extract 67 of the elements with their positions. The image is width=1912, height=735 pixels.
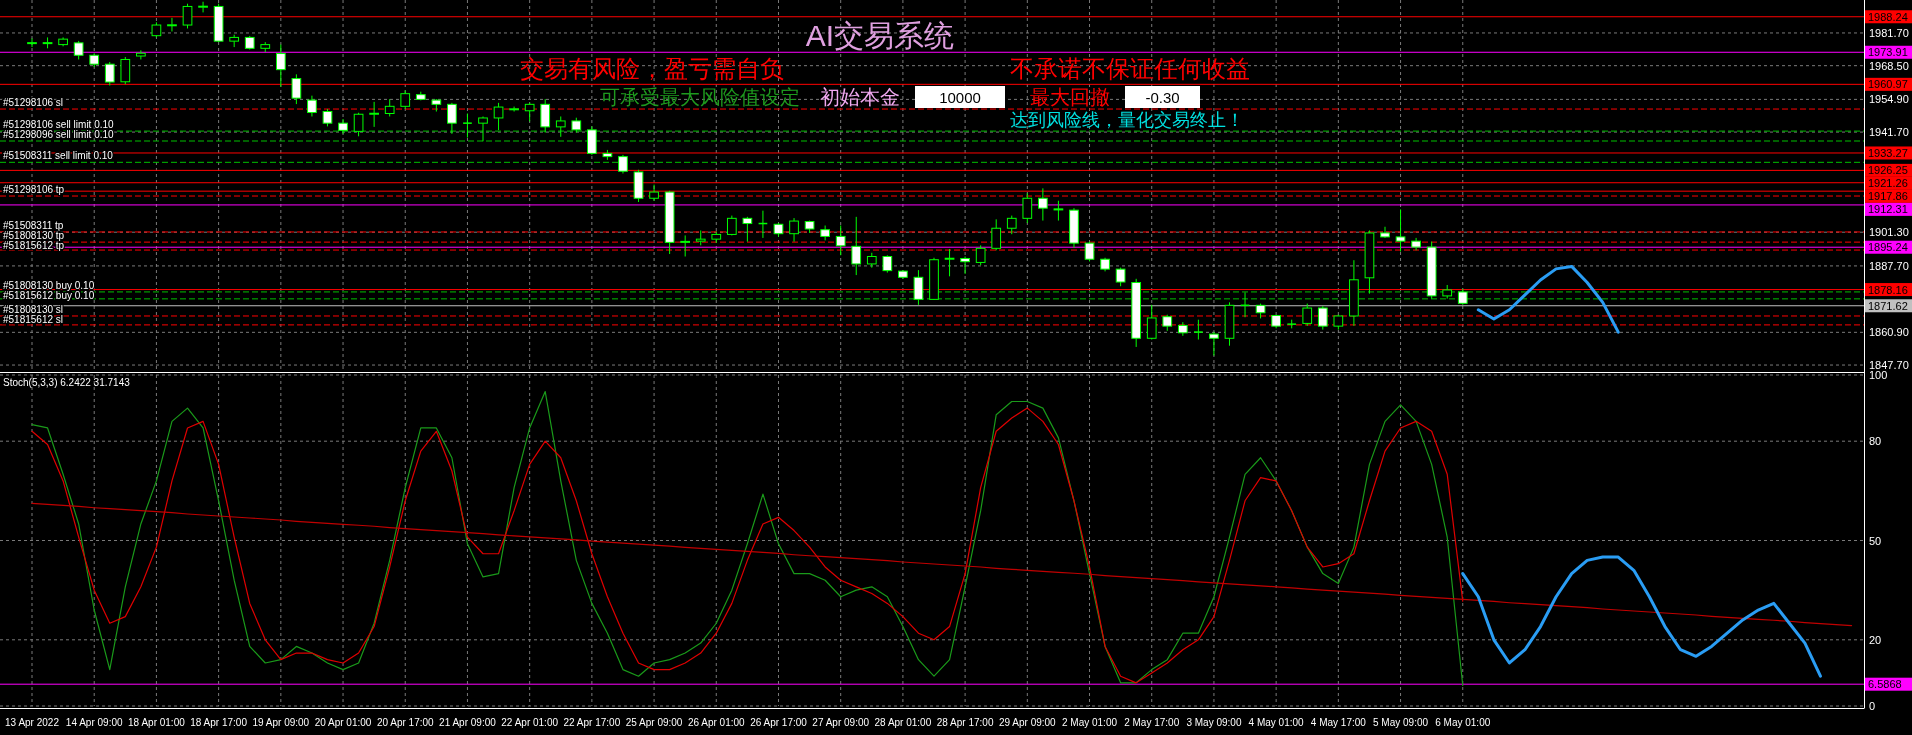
ref-line-label: 1926.25 [1868, 164, 1908, 177]
x-tick-label: 22 Apr 17:00 [563, 716, 621, 728]
x-tick-label: 2 May 17:00 [1124, 716, 1180, 728]
y-tick-label: 20 [1869, 633, 1882, 646]
annotation: 10000 [939, 88, 981, 106]
ref-line-label: #51815612 sl [3, 313, 64, 325]
annotation: 最大回撤 [1030, 86, 1110, 108]
ref-line-label: #51298106 sl [3, 97, 64, 109]
annotation: Stoch(5,3,3) 6.2422 31.7143 [3, 376, 131, 388]
x-tick-label: 21 Apr 09:00 [439, 716, 497, 728]
y-tick-label: 80 [1869, 435, 1882, 448]
y-tick-label: 1941.70 [1869, 126, 1909, 139]
ref-line-label: #51508311 sell limit 0.10 [3, 150, 114, 162]
x-tick-label: 22 Apr 01:00 [501, 716, 559, 728]
x-tick-label: 4 May 17:00 [1310, 716, 1367, 728]
x-tick-label: 28 Apr 01:00 [874, 716, 932, 728]
x-tick-label: 28 Apr 17:00 [936, 716, 994, 728]
x-tick-label: 3 May 09:00 [1186, 716, 1242, 728]
x-tick-label: 27 Apr 09:00 [812, 716, 870, 728]
x-tick-label: 18 Apr 01:00 [128, 716, 186, 728]
annotation: 初始本金 [820, 86, 900, 108]
x-tick-label: 5 May 09:00 [1373, 716, 1429, 728]
y-tick-label: 50 [1869, 534, 1882, 547]
y-tick-label: 0 [1869, 700, 1876, 712]
ref-line-label: 1871.62 [1868, 299, 1908, 312]
annotation: 可承受最大风险值设定 [600, 86, 800, 108]
ref-line-label: 1921.26 [1868, 177, 1908, 190]
x-tick-label: 26 Apr 01:00 [687, 716, 746, 728]
x-tick-label: 29 Apr 09:00 [998, 716, 1057, 728]
x-tick-label: 19 Apr 09:00 [252, 716, 310, 728]
y-tick-label: 1981.70 [1869, 26, 1909, 39]
annotation: 不承诺不保证任何收益 [1010, 54, 1250, 82]
x-tick-label: 2 May 01:00 [1062, 716, 1118, 728]
x-tick-label: 6 May 01:00 [1435, 716, 1491, 728]
y-tick-label: 1901.30 [1869, 226, 1909, 239]
ref-line-label: 1917.86 [1868, 190, 1908, 203]
x-tick-label: 25 Apr 09:00 [625, 716, 683, 728]
x-tick-label: 26 Apr 17:00 [750, 716, 808, 728]
x-tick-label: 14 Apr 09:00 [65, 716, 123, 728]
annotation: 交易有风险，盈亏需自负 [520, 54, 784, 82]
y-tick-label: 1860.90 [1869, 326, 1909, 339]
ref-line-label: #51508311 tp [3, 219, 64, 231]
y-tick-label: 1968.50 [1869, 59, 1909, 72]
y-tick-label: 1847.70 [1869, 359, 1909, 372]
ref-line-label: #51808130 sl [3, 303, 64, 315]
ref-line-label: 1960.97 [1868, 78, 1908, 91]
ref-line-label: 1988.24 [1868, 10, 1908, 23]
ref-line-label: #51298096 sell limit 0.10 [3, 129, 115, 141]
ref-line-label: 1878.16 [1868, 283, 1908, 296]
y-tick-label: 100 [1869, 369, 1888, 381]
ref-line-label: 1933.27 [1868, 146, 1908, 159]
y-tick-label: 1954.90 [1869, 93, 1909, 106]
ref-line-label: 1912.31 [1868, 203, 1908, 216]
ref-line-label: 1973.91 [1868, 46, 1908, 59]
y-tick-label: 1887.70 [1869, 259, 1909, 272]
annotation: 达到风险线，量化交易终止！ [1010, 110, 1244, 130]
x-tick-label: 4 May 01:00 [1248, 716, 1305, 728]
ref-line-label: #51298106 sell limit 0.10 [3, 119, 115, 131]
x-tick-label: 18 Apr 17:00 [190, 716, 248, 728]
text: AI交易系统 [805, 18, 955, 52]
x-tick-label: 13 Apr 2022 [5, 716, 60, 728]
x-tick-label: 20 Apr 17:00 [376, 716, 435, 728]
annotation: -0.30 [1145, 88, 1180, 106]
x-tick-label: 20 Apr 01:00 [314, 716, 372, 728]
ref-line-label: 1895.24 [1868, 241, 1908, 254]
ref-line-label: #51808130 buy 0.10 [3, 279, 95, 291]
ref-line-label: 6.5868 [1868, 678, 1902, 691]
